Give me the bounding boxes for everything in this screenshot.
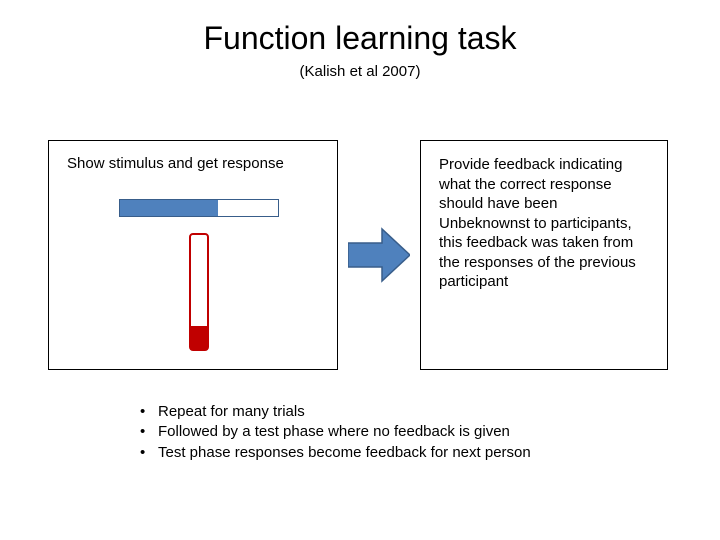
bullets-block: Repeat for many trials Followed by a tes… xyxy=(140,402,672,463)
bullets-list: Repeat for many trials Followed by a tes… xyxy=(140,402,672,463)
response-vbar-fill xyxy=(191,326,207,349)
bullet-item: Repeat for many trials xyxy=(140,402,672,422)
arrow-right-icon xyxy=(348,227,410,283)
response-vbar xyxy=(189,233,209,351)
left-panel-heading: Show stimulus and get response xyxy=(67,155,319,172)
arrow-wrap xyxy=(338,227,420,283)
bullet-item: Test phase responses become feedback for… xyxy=(140,443,672,463)
slide-subtitle: (Kalish et al 2007) xyxy=(0,63,720,80)
stimulus-hbar-fill xyxy=(120,200,218,216)
right-panel: Provide feedback indicating what the cor… xyxy=(420,140,668,370)
stimulus-hbar xyxy=(119,199,279,217)
bullet-item: Followed by a test phase where no feedba… xyxy=(140,422,672,442)
right-panel-text: Provide feedback indicating what the cor… xyxy=(439,155,649,292)
panels-row: Show stimulus and get response Provide f… xyxy=(48,140,672,370)
left-panel: Show stimulus and get response xyxy=(48,140,338,370)
slide-title: Function learning task xyxy=(0,0,720,57)
